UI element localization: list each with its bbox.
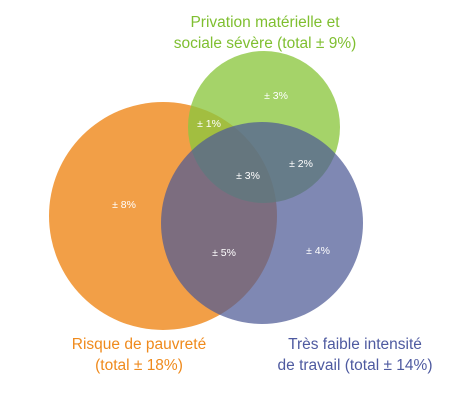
label-pauvrete-privation: ± 1%	[197, 118, 221, 130]
title-pauvrete-line2: (total ± 18%)	[95, 357, 183, 374]
title-travail-line1: Très faible intensité	[288, 336, 422, 353]
title-privation-line1: Privation matérielle et	[190, 14, 340, 31]
label-all-three: ± 3%	[236, 170, 260, 182]
title-pauvrete-line1: Risque de pauvreté	[71, 336, 207, 353]
label-travail-only: ± 4%	[306, 245, 330, 257]
title-risque-pauvrete: Risque de pauvreté (total ± 18%)	[44, 334, 234, 376]
label-privation-only: ± 3%	[264, 90, 288, 102]
title-privation-line2: sociale sévère (total ± 9%)	[173, 35, 357, 52]
title-privation-materielle: Privation matérielle et sociale sévère (…	[150, 12, 380, 54]
circle-tres-faible-intensite	[161, 122, 363, 324]
label-pauvrete-travail: ± 5%	[212, 247, 236, 259]
label-pauvrete-only: ± 8%	[112, 199, 136, 211]
label-privation-travail: ± 2%	[289, 158, 313, 170]
title-tres-faible-intensite: Très faible intensité de travail (total …	[250, 334, 460, 376]
title-travail-line2: de travail (total ± 14%)	[277, 357, 433, 374]
